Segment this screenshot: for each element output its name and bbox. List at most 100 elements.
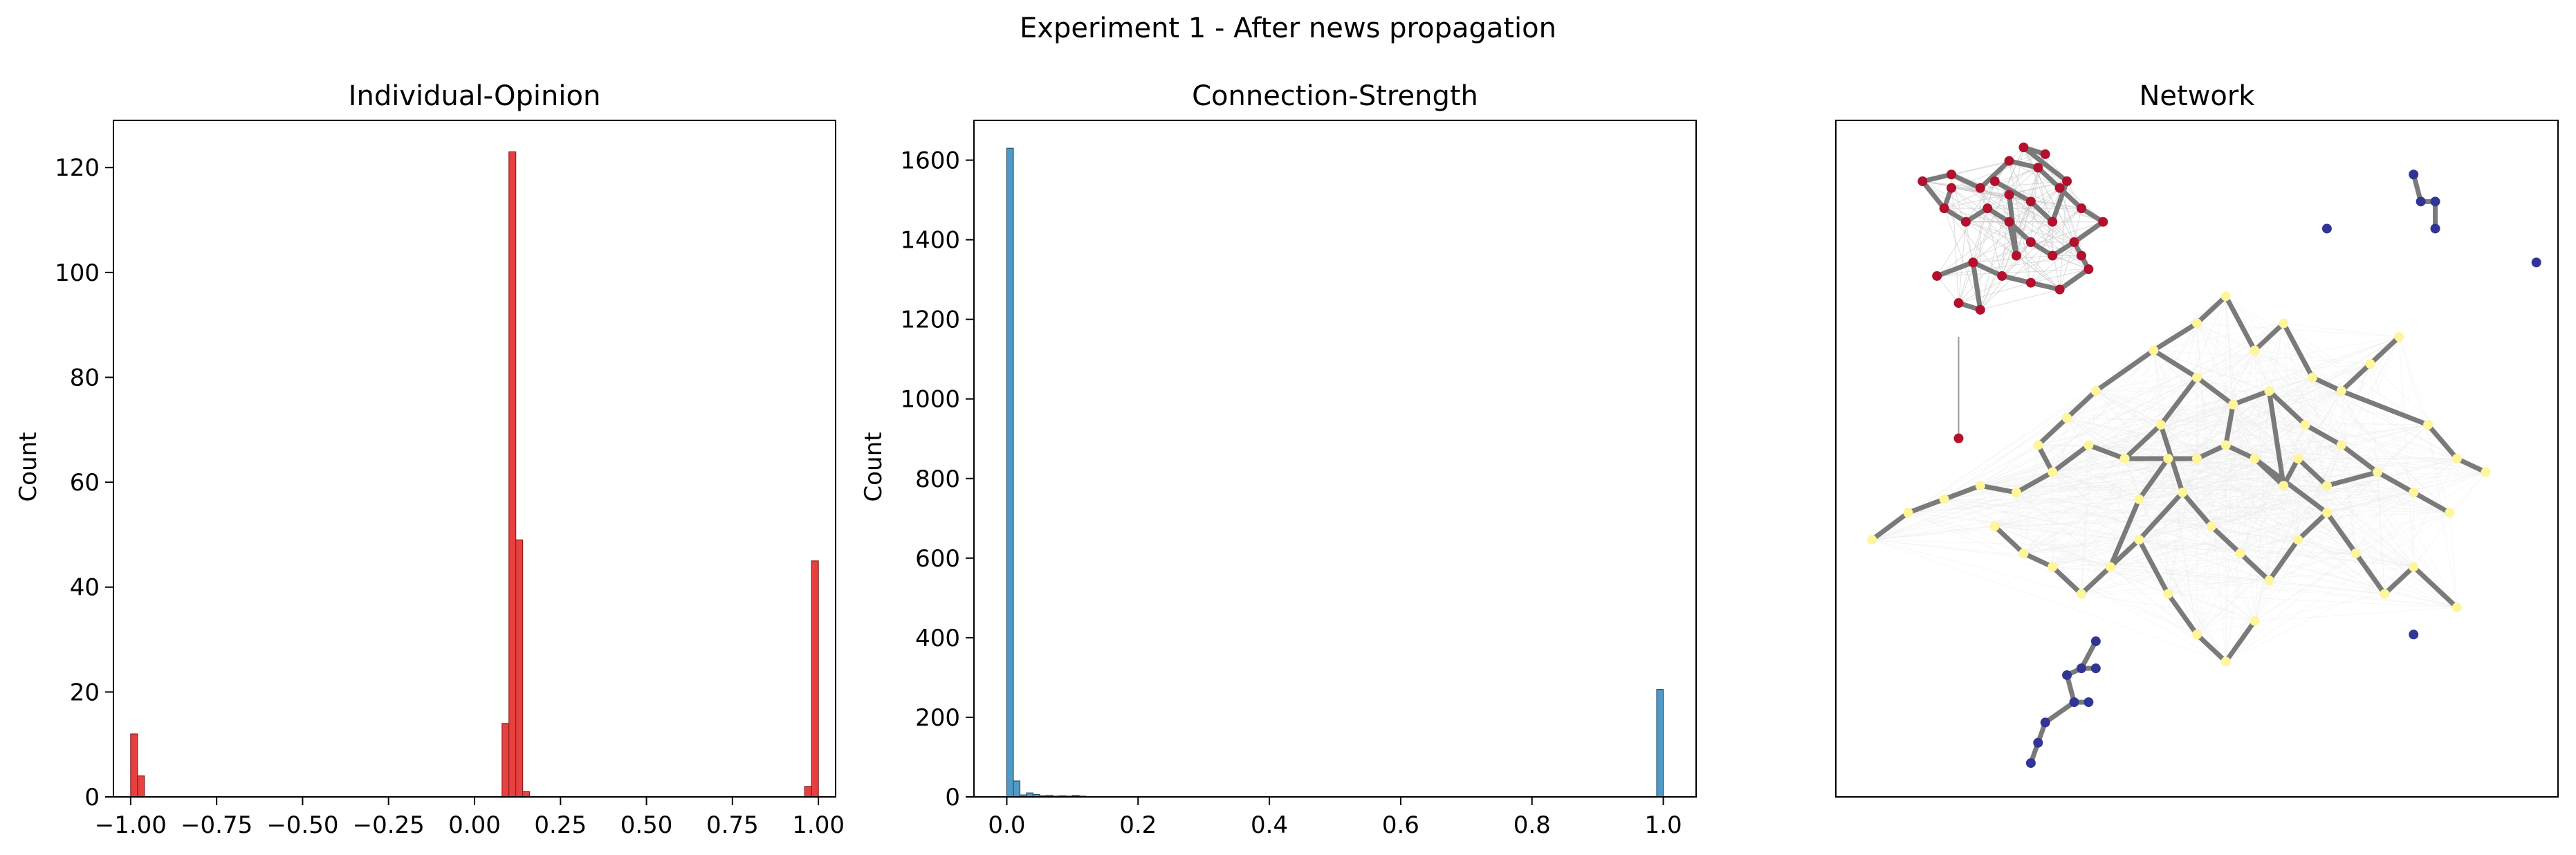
- network-bg-edge-4: [1980, 377, 2198, 486]
- network-bg-edge-525: [2283, 323, 2328, 486]
- network-bg-edge-390: [2023, 553, 2385, 595]
- network-bg-edge-543: [2225, 363, 2371, 662]
- network-edge-c1-22: [2324, 510, 2359, 556]
- network-bg-edge-416: [2341, 390, 2458, 608]
- p1-ytick-label-8: 1600: [900, 147, 960, 175]
- network-bg-edge-572: [2095, 390, 2284, 486]
- network-bg-edge-258: [1944, 390, 2342, 500]
- network-node-c1-41: [2394, 331, 2404, 342]
- network-bg-edge-120: [2326, 492, 2414, 513]
- network-node-c0-extra: [1953, 433, 1964, 443]
- network-edge-c1-27: [2108, 537, 2142, 569]
- network-bg-edge-357: [2297, 458, 2458, 540]
- network-bg-edge-251: [1944, 499, 2211, 527]
- p0-bar-6: [804, 786, 812, 798]
- network-bg-edge-210: [2052, 350, 2255, 472]
- network-bg-edge-124: [2196, 323, 2414, 493]
- network-edge-c3-5: [2043, 699, 2077, 725]
- p0-xtick-label-8: 1.00: [792, 811, 845, 839]
- network-edge-c0-15: [1970, 259, 2005, 279]
- network-bg-edge-442: [2110, 458, 2255, 567]
- network-bg-edge-74: [2196, 424, 2306, 635]
- network-bg-edge-347: [2254, 580, 2270, 621]
- network-bg-edge-458: [2052, 363, 2371, 567]
- network-edge-c1-42: [2425, 422, 2460, 461]
- network-node-c0-25: [2018, 142, 2029, 153]
- network-bg-edge-685: [1951, 187, 2032, 243]
- network-node-c1-29: [2076, 589, 2086, 599]
- network-bg-edge-306: [2182, 492, 2255, 621]
- network-bg-edge-398: [2196, 458, 2385, 595]
- network-bg-edge-371: [2038, 444, 2328, 513]
- network-bg-edge-360: [2283, 485, 2299, 540]
- network-bg-edge-315: [2211, 323, 2284, 526]
- network-node-c1-6: [2409, 487, 2419, 497]
- network-bg-edge-304: [2095, 390, 2183, 493]
- individual-opinion-ylabel: Count: [15, 432, 42, 502]
- network-bg-edge-7: [2196, 377, 2328, 513]
- network-bg-edge-86: [2081, 445, 2342, 595]
- network-node-c1-45: [2090, 386, 2101, 396]
- network-bg-edge-311: [2211, 526, 2414, 567]
- p0-bar-3: [508, 151, 517, 798]
- network-edge-c1-26: [2136, 490, 2185, 542]
- network-bg-edge-386: [2225, 445, 2356, 554]
- p1-ytick-label-6: 1200: [900, 306, 960, 334]
- p1-ytick-label-7: 1400: [900, 227, 960, 255]
- network-node-c1-40: [2365, 359, 2375, 369]
- network-nodes: [1867, 142, 2541, 769]
- network-bg-edge-241: [1980, 295, 2227, 486]
- network-bg-edge-146: [2038, 444, 2450, 513]
- network-bg-edge-435: [1994, 526, 2110, 567]
- network-bg-edge-729: [1958, 181, 1996, 304]
- network-edge-c0-21: [1992, 178, 2034, 204]
- network-bg-edge-364: [2326, 512, 2458, 608]
- network-node-c2-5: [2531, 257, 2541, 268]
- network-bg-edge-150: [2326, 485, 2450, 513]
- network-edge-c1-30: [2021, 551, 2055, 569]
- network-bg-edge-111: [2167, 472, 2378, 595]
- network-edge-c1-2: [2266, 388, 2308, 428]
- network-bg-edge-534: [2341, 390, 2458, 459]
- network-bg-edge-327: [1994, 526, 2241, 554]
- network-bg-edge-740: [1980, 194, 2010, 310]
- network-bg-edge-49: [2052, 390, 2270, 567]
- network-bg-edge-35: [2038, 404, 2234, 445]
- p0-bar-0: [130, 733, 138, 798]
- network-edge-c1-36: [2252, 320, 2286, 353]
- network-bg-edge-470: [2023, 445, 2039, 553]
- network-edge-c1-28: [2079, 564, 2113, 597]
- network-node-c0-31: [2076, 250, 2086, 261]
- network-edge-c1-3: [2303, 422, 2344, 448]
- network-bg-edge-501: [2196, 323, 2328, 486]
- network-node-c1-33: [2149, 345, 2159, 356]
- network-edge-c1-25: [2411, 564, 2460, 610]
- network-bg-edge-62: [1980, 424, 2306, 486]
- network-bg-edge-286: [1871, 295, 2227, 540]
- network-bg-edge-65: [2305, 424, 2328, 513]
- network-bg-edge-387: [2139, 499, 2356, 554]
- network-bg-edge-475: [1994, 350, 2154, 527]
- network-bg-edge-506: [2167, 296, 2227, 594]
- network-node-c1-19: [2235, 548, 2245, 558]
- network-edge-c1-9: [2086, 442, 2128, 461]
- network-node-c1-26: [2451, 603, 2462, 613]
- network-bg-edge-302: [2182, 390, 2342, 493]
- network-bg-edge-521: [2038, 322, 2284, 445]
- network-bg-edge-181: [2124, 458, 2198, 635]
- network-bg-edge-262: [1944, 499, 2255, 622]
- network-bg-edge-38: [2167, 404, 2234, 459]
- network-bg-edge-629: [1980, 187, 2003, 277]
- network-edge-c1-54: [2194, 442, 2229, 461]
- network-bg-edge-15: [2066, 377, 2198, 419]
- network-bg-edge-283: [1872, 539, 2457, 608]
- p1-bar-0: [1006, 147, 1014, 798]
- network-bg-edge-190: [2088, 444, 2458, 608]
- network-bg-edge-385: [2254, 553, 2356, 622]
- network-bg-edge-335: [2167, 458, 2241, 554]
- network-node-c1-48: [2163, 589, 2173, 599]
- network-bg-edge-462: [2052, 485, 2284, 567]
- network-edge-c1-64: [2108, 497, 2142, 569]
- network-node-c1-50: [2220, 656, 2231, 667]
- network-bg-edge-182: [2124, 458, 2284, 486]
